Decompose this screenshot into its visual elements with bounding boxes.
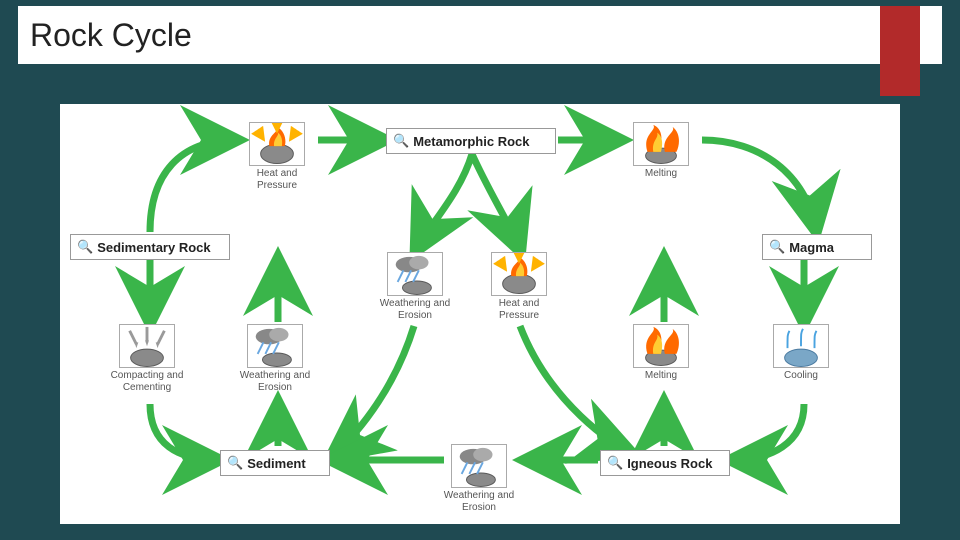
magnifier-icon: 🔍 [607,455,623,471]
node-label: Magma [789,240,834,255]
heat_pressure-icon [249,122,305,166]
compacting-icon [119,324,175,368]
melting-icon [633,324,689,368]
arrow [332,326,414,456]
process-heat_pressure_1: Heat and Pressure [238,122,316,191]
process-melting_2: Melting [622,324,700,382]
process-label: Heat and Pressure [480,298,558,321]
arrow [416,154,472,250]
arrow [150,404,218,460]
magnifier-icon: 🔍 [77,239,93,255]
node-igneous[interactable]: 🔍 Igneous Rock [600,450,730,476]
process-heat_pressure_2: Heat and Pressure [480,252,558,321]
process-cooling: Cooling [762,324,840,382]
weathering-icon [247,324,303,368]
rock-cycle-diagram: 🔍 Metamorphic Rock 🔍 Sedimentary Rock 🔍 Magma… [60,104,900,524]
process-melting_1: Melting [622,122,700,180]
weathering-icon [387,252,443,296]
process-weathering_mid: Weathering and Erosion [376,252,454,321]
node-label: Metamorphic Rock [413,134,529,149]
arrow [150,140,236,232]
magnifier-icon: 🔍 [227,455,243,471]
arrow [520,326,630,452]
process-label: Weathering and Erosion [236,370,314,393]
magnifier-icon: 🔍 [769,239,785,255]
node-sedimentary[interactable]: 🔍 Sedimentary Rock [70,234,230,260]
process-label: Weathering and Erosion [376,298,454,321]
node-label: Sedimentary Rock [97,240,210,255]
process-weathering_left: Weathering and Erosion [236,324,314,393]
process-label: Cooling [762,370,840,382]
accent-block [880,6,920,96]
magnifier-icon: 🔍 [393,133,409,149]
arrow [472,154,520,250]
process-weathering_bottom: Weathering and Erosion [440,444,518,513]
process-label: Heat and Pressure [238,168,316,191]
page-title: Rock Cycle [30,17,192,54]
node-label: Igneous Rock [627,456,712,471]
node-metamorphic[interactable]: 🔍 Metamorphic Rock [386,128,556,154]
arrow [702,140,816,230]
process-label: Melting [622,370,700,382]
node-sediment[interactable]: 🔍 Sediment [220,450,330,476]
process-compacting: Compacting and Cementing [108,324,186,393]
weathering-icon [451,444,507,488]
process-label: Weathering and Erosion [440,490,518,513]
process-label: Melting [622,168,700,180]
process-label: Compacting and Cementing [108,370,186,393]
arrow [732,404,804,460]
heat_pressure-icon [491,252,547,296]
node-magma[interactable]: 🔍 Magma [762,234,872,260]
cooling-icon [773,324,829,368]
title-bar: Rock Cycle [18,6,942,64]
melting-icon [633,122,689,166]
node-label: Sediment [247,456,306,471]
